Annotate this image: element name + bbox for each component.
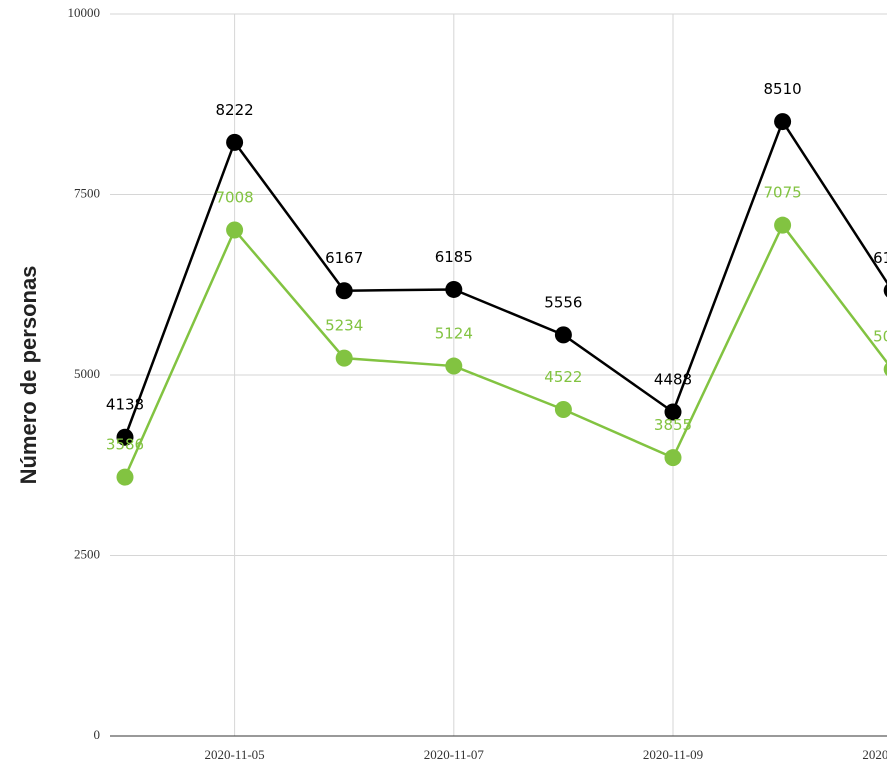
data-point (116, 468, 134, 486)
data-point (554, 326, 572, 344)
y-tick-label: 7500 (74, 185, 100, 200)
data-point (116, 428, 134, 446)
data-point (445, 280, 463, 298)
data-point (445, 357, 463, 375)
data-label: 7075 (764, 184, 802, 202)
data-label: 6167 (325, 249, 363, 267)
series-line (123, 118, 887, 438)
data-point (664, 449, 682, 467)
y-tick-label: 0 (94, 727, 101, 742)
y-tick-label: 2500 (74, 546, 100, 561)
data-point (883, 362, 887, 376)
data-point (774, 216, 792, 234)
x-tick-label: 2020-11-09 (643, 747, 703, 762)
data-label: 3586 (106, 436, 144, 454)
data-point (664, 403, 682, 421)
x-tick-label: 2020-11-11 (862, 747, 887, 762)
data-point (883, 283, 887, 298)
data-point (774, 113, 792, 131)
data-label: 6170 (873, 249, 887, 267)
y-tick-label: 5000 (74, 366, 100, 381)
data-label: 7008 (216, 189, 254, 207)
y-tick-label: 10000 (68, 5, 101, 20)
data-label: 4138 (106, 396, 144, 414)
data-label: 4522 (544, 368, 582, 386)
x-tick-label: 2020-11-05 (205, 747, 265, 762)
data-label: 5080 (873, 328, 887, 346)
data-label: 3855 (654, 416, 692, 434)
data-point (226, 133, 244, 151)
x-tick-label: 2020-11-07 (424, 747, 485, 762)
data-point (335, 349, 353, 367)
series-line (123, 222, 887, 478)
data-label: 5234 (325, 317, 363, 335)
data-point (335, 282, 353, 300)
data-point (226, 221, 244, 239)
grid (110, 13, 887, 736)
data-label: 4488 (654, 370, 692, 388)
y-axis-label: Número de personas (16, 266, 41, 485)
data-label: 8222 (216, 101, 254, 119)
data-point (554, 401, 572, 419)
data-label: 5556 (544, 293, 582, 311)
data-label: 6185 (435, 248, 473, 266)
data-label: 5124 (435, 325, 473, 343)
data-label: 8510 (764, 80, 802, 98)
